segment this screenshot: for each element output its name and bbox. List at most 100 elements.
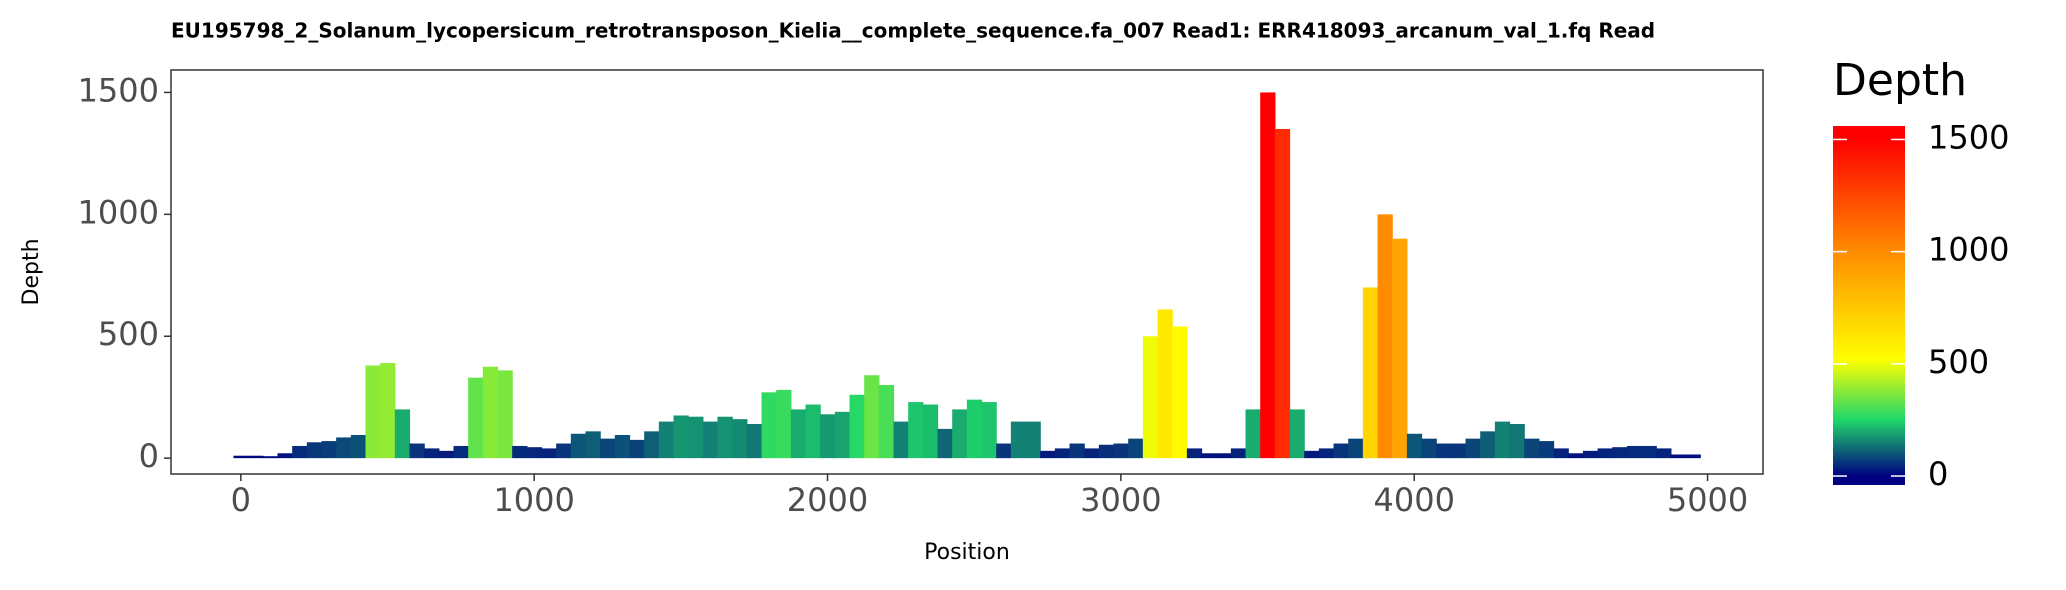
colorbar-tick-label: 1500	[1928, 118, 2009, 156]
x-axis-label: Position	[924, 540, 1010, 565]
depth-slice	[981, 402, 997, 459]
depth-slice	[1245, 409, 1261, 459]
depth-slice	[1392, 238, 1408, 459]
depth-slice	[1274, 129, 1291, 459]
depth-slice	[922, 404, 939, 459]
depth-slice	[702, 421, 719, 459]
depth-slice	[453, 445, 469, 459]
panel	[170, 69, 1764, 475]
depth-slice	[908, 402, 924, 459]
depth-slice	[1568, 453, 1584, 459]
depth-slice	[1538, 441, 1555, 459]
depth-slice	[336, 437, 352, 459]
depth-slice	[1685, 454, 1701, 459]
depth-slice	[1641, 445, 1657, 459]
x-tick-label: 4000	[1373, 481, 1454, 519]
depth-slice	[350, 434, 367, 459]
chart-title: EU195798_2_Solanum_lycopersicum_retrotra…	[171, 19, 1655, 43]
depth-slice	[761, 392, 777, 459]
depth-slice	[424, 448, 440, 459]
depth-slice	[1421, 438, 1437, 459]
depth-slice	[1465, 438, 1481, 459]
depth-slice	[805, 404, 821, 459]
colorbar-tick-label: 1000	[1928, 231, 2009, 269]
depth-slice	[1377, 214, 1393, 459]
depth-slice	[952, 409, 968, 459]
depth-slice	[1201, 453, 1217, 459]
depth-slice	[864, 375, 880, 459]
depth-slice	[1406, 433, 1423, 459]
depth-slice	[1582, 450, 1599, 459]
depth-slice	[1362, 287, 1379, 459]
depth-slice	[1230, 448, 1247, 459]
depth-slice	[1054, 448, 1071, 459]
depth-slice	[277, 453, 293, 459]
depth-slice	[1128, 438, 1144, 459]
depth-slice	[996, 443, 1012, 459]
depth-slice	[1597, 448, 1613, 459]
depth-slice	[1260, 92, 1276, 459]
depth-slice	[600, 438, 616, 459]
depth-slice	[1186, 448, 1203, 459]
depth-slice	[629, 439, 645, 459]
depth-slice	[1656, 448, 1672, 459]
depth-slice	[834, 411, 851, 459]
depth-slice	[1626, 445, 1643, 459]
x-tick-label: 1000	[493, 481, 574, 519]
depth-slice	[1524, 438, 1540, 459]
depth-slice	[1509, 424, 1525, 459]
depth-slice	[556, 443, 572, 459]
x-tick-label: 5000	[1667, 481, 1748, 519]
y-tick-label: 0	[139, 437, 159, 475]
y-tick-label: 1500	[78, 71, 159, 109]
depth-slice	[849, 394, 865, 459]
depth-slice	[468, 377, 484, 459]
y-tick-label: 1000	[78, 193, 159, 231]
depth-slice	[526, 447, 543, 459]
depth-slice	[717, 416, 733, 459]
x-tick-label: 0	[231, 481, 251, 519]
depth-slice	[746, 424, 763, 459]
depth-slice	[306, 442, 323, 459]
colorbar-tick-label: 500	[1928, 343, 1989, 381]
depth-slice	[1318, 448, 1335, 459]
depth-slice	[1010, 421, 1027, 459]
depth-slice	[1450, 443, 1467, 459]
depth-slice	[1025, 421, 1041, 459]
depth-slice	[878, 385, 895, 459]
colorbar-tick-label: 0	[1928, 455, 1948, 493]
depth-slice	[541, 448, 557, 459]
depth-slice	[482, 366, 499, 459]
depth-slice	[233, 455, 249, 459]
depth-slice	[688, 416, 704, 459]
depth-slice	[512, 445, 528, 459]
depth-slice	[1098, 444, 1115, 459]
colorbar	[1833, 126, 1905, 485]
depth-slice	[1480, 431, 1496, 459]
depth-slice	[658, 421, 675, 459]
depth-slice	[380, 363, 396, 459]
depth-slice	[1142, 336, 1159, 459]
depth-slice	[966, 399, 983, 459]
depth-slice	[365, 365, 381, 459]
depth-slice	[1289, 409, 1305, 459]
depth-slice	[893, 421, 909, 459]
depth-slice	[1157, 309, 1173, 459]
depth-slice	[673, 415, 689, 459]
depth-slice	[1612, 447, 1628, 459]
depth-slice	[1084, 448, 1100, 459]
depth-slice	[321, 441, 337, 459]
y-tick-label: 500	[98, 315, 159, 353]
depth-slice	[937, 428, 953, 459]
depth-slice	[1333, 443, 1349, 459]
depth-slice	[732, 419, 748, 459]
depth-slice	[497, 370, 513, 459]
x-tick-label: 3000	[1080, 481, 1161, 519]
depth-slice	[1216, 453, 1232, 459]
depth-slice	[1304, 450, 1320, 459]
depth-slice	[776, 389, 792, 459]
depth-slice	[438, 450, 455, 459]
depth-slice	[614, 434, 631, 459]
depth-slice	[248, 455, 264, 459]
